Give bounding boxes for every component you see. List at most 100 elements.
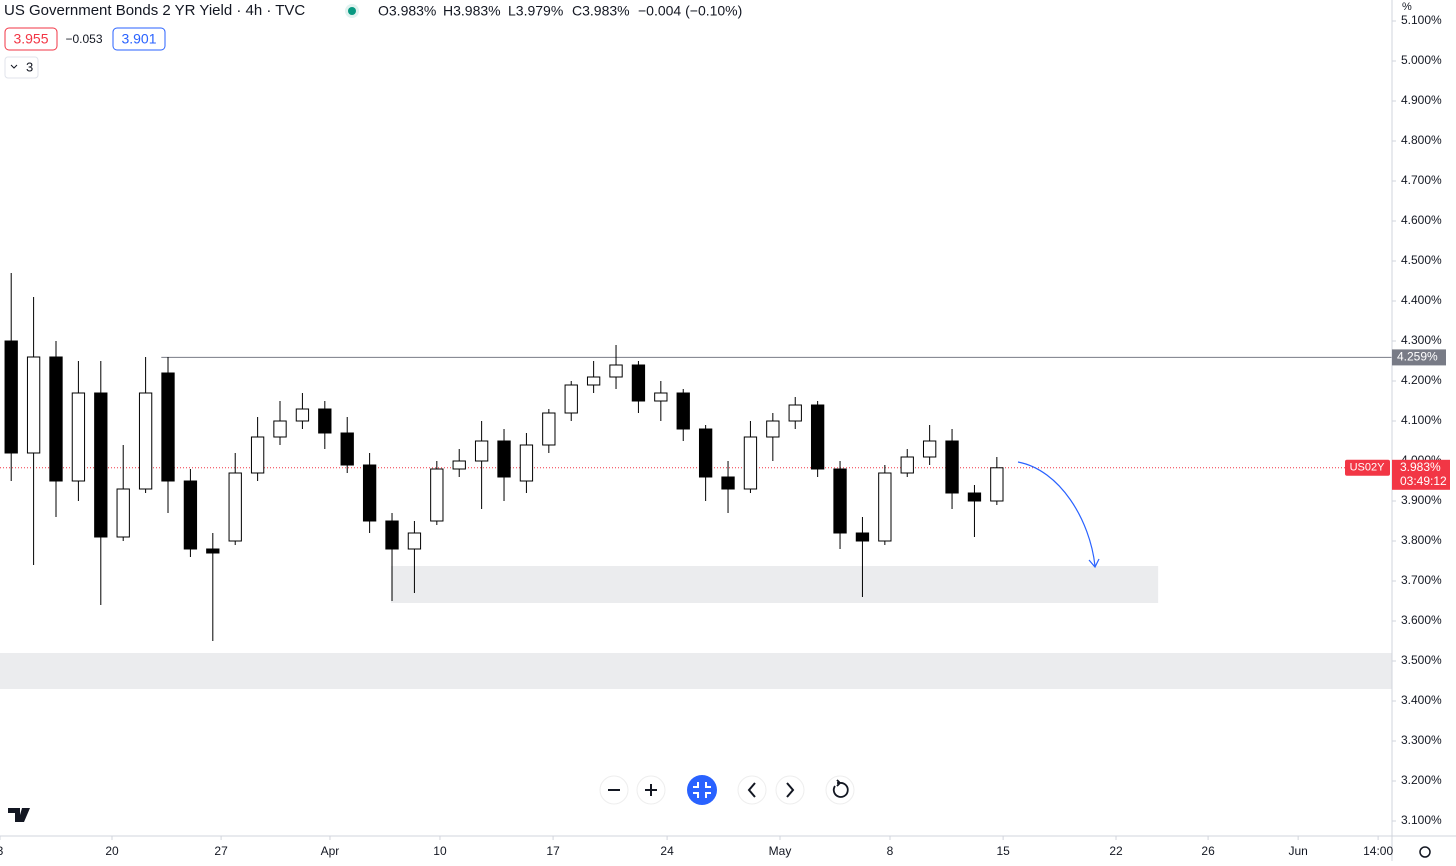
symbol-label: US02Y: [1350, 462, 1386, 474]
candle-body: [922, 440, 937, 458]
candle-body: [228, 472, 242, 542]
candle-body: [990, 467, 1004, 502]
y-tick-label: 3.400%: [1401, 693, 1442, 707]
scroll-right[interactable]: [775, 775, 805, 805]
x-tick-label: 17: [546, 844, 560, 858]
candle-body: [967, 492, 982, 502]
candle-body: [945, 440, 959, 494]
y-tick-label: 4.800%: [1401, 133, 1442, 147]
candle-body: [430, 468, 444, 522]
candle-body: [586, 376, 601, 386]
y-tick-label: 3.500%: [1401, 653, 1442, 667]
candle-body: [855, 532, 870, 542]
y-tick-label: 4.400%: [1401, 293, 1442, 307]
spread: −0.053: [65, 32, 102, 46]
buy-button[interactable]: [112, 27, 166, 51]
candle-body: [474, 440, 489, 462]
y-tick-label: 4.900%: [1401, 93, 1442, 107]
arrow: [1017, 461, 1096, 567]
candle-body: [250, 436, 265, 474]
candle-body: [340, 432, 354, 466]
x-tick-label: 15: [996, 844, 1010, 858]
icon: [747, 782, 756, 798]
price-tag: [1392, 459, 1450, 490]
zone: [0, 653, 1392, 689]
x-tick-label: Jun: [1288, 844, 1307, 858]
x-tick-label: 26: [1201, 844, 1215, 858]
candle-body: [94, 392, 108, 538]
candle-body: [318, 408, 332, 434]
indicator-count[interactable]: 3: [26, 59, 33, 74]
ohlc-open: O3.983%: [378, 3, 436, 19]
logo: [8, 808, 30, 822]
candle-body: [698, 428, 713, 478]
indicators-toggle[interactable]: [4, 56, 39, 79]
candle-body: [810, 404, 825, 470]
y-tick-label: 3.200%: [1401, 773, 1442, 787]
y-tick-label: 4.500%: [1401, 253, 1442, 267]
candle-body: [564, 384, 578, 414]
ohlc-low: L3.979%: [508, 3, 563, 19]
y-tick-label: 3.800%: [1401, 533, 1442, 547]
chart-title: US Government Bonds 2 YR Yield · 4h · TV…: [4, 2, 305, 19]
candle-body: [273, 420, 287, 438]
y-tick-label: 4.600%: [1401, 213, 1442, 227]
candle-body: [743, 436, 758, 490]
chevron: [10, 64, 18, 69]
sell-price[interactable]: 3.955: [13, 31, 48, 47]
y-tick-label: 4.700%: [1401, 173, 1442, 187]
candle-body: [497, 440, 511, 478]
candle-body: [833, 468, 847, 534]
candle-body: [631, 364, 646, 402]
candle-body: [721, 476, 735, 490]
x-tick-label: 24: [660, 844, 674, 858]
candle-body: [654, 392, 668, 402]
candle-body: [49, 356, 63, 482]
sell-button[interactable]: [4, 27, 58, 51]
x-tick-label: 20: [105, 844, 119, 858]
candle-body: [407, 532, 422, 550]
x-tick-label: Apr: [321, 844, 340, 858]
buy-price[interactable]: 3.901: [121, 31, 156, 47]
y-tick-label: 4.300%: [1401, 333, 1442, 347]
y-tick-label: 3.300%: [1401, 733, 1442, 747]
icon: [786, 782, 795, 798]
icon: [645, 784, 657, 796]
y-tick-label: 4.200%: [1401, 373, 1442, 387]
x-tick-label: 14:00: [1363, 844, 1393, 858]
countdown: 03:49:12: [1400, 474, 1447, 488]
ohlc-change: −0.004 (−0.10%): [638, 3, 742, 19]
y-tick-label: 3.900%: [1401, 493, 1442, 507]
level-label: 4.259%: [1397, 350, 1438, 364]
level-tag: [1392, 349, 1446, 366]
y-tick-label: 3.700%: [1401, 573, 1442, 587]
y-tick-label: 5.100%: [1401, 13, 1442, 27]
scroll-left[interactable]: [737, 775, 767, 805]
y-tick-label: 3.600%: [1401, 613, 1442, 627]
x-tick-label: 22: [1109, 844, 1123, 858]
toolbar: [599, 775, 855, 805]
symbol-tag: [1345, 459, 1390, 476]
candle-body: [609, 364, 623, 378]
candle-body: [362, 464, 377, 522]
candle-body: [138, 392, 153, 490]
candle-body: [71, 392, 86, 482]
x-tick-label: 3: [0, 844, 4, 858]
settings[interactable]: [1419, 846, 1431, 858]
ohlc-close: C3.983%: [572, 3, 630, 19]
y-unit: %: [1402, 1, 1412, 13]
candle-body: [295, 408, 310, 422]
candle-body: [161, 372, 175, 482]
x-tick-label: 8: [887, 844, 894, 858]
reset-scale[interactable]: [687, 775, 717, 805]
y-tick-label: 5.000%: [1401, 53, 1442, 67]
ohlc-high: H3.983%: [443, 3, 501, 19]
reset-chart[interactable]: [825, 775, 855, 805]
x-tick-label: 10: [433, 844, 447, 858]
candle-body: [206, 548, 220, 554]
candle-body: [183, 480, 198, 550]
candle-body: [519, 444, 534, 482]
y-tick-label: 4.100%: [1401, 413, 1442, 427]
